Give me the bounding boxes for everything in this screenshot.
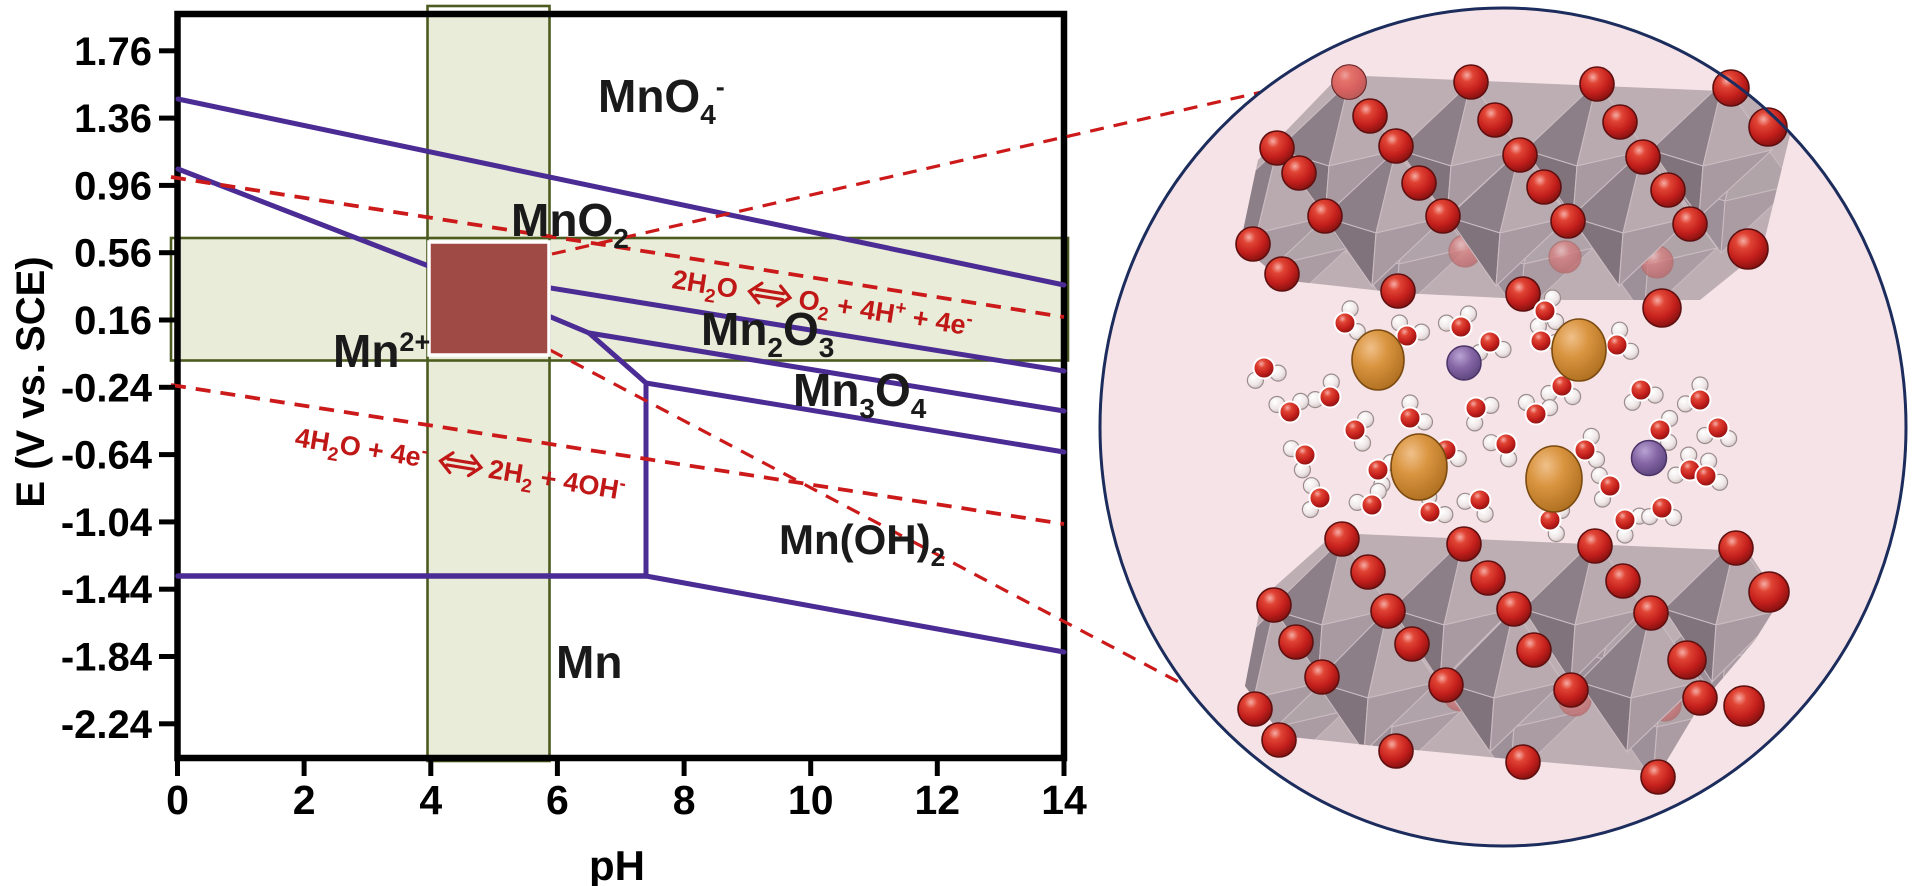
svg-text:Mn(OH)2​: Mn(OH)2​ — [779, 516, 945, 572]
svg-text:-1.04: -1.04 — [61, 501, 153, 545]
svg-text:0.56: 0.56 — [74, 232, 152, 276]
svg-text:14: 14 — [1041, 777, 1087, 823]
svg-text:pH: pH — [589, 842, 645, 886]
svg-text:2H2​O: 2H2​O — [669, 264, 740, 311]
svg-text:0.96: 0.96 — [74, 164, 152, 208]
svg-text:MnO2​: MnO2​ — [511, 194, 629, 254]
svg-text:0: 0 — [166, 777, 189, 823]
svg-text:Mn2+​: Mn2+​ — [333, 325, 430, 377]
svg-text:MnO4​-​: MnO4​-​ — [598, 70, 725, 130]
svg-text:-0.24: -0.24 — [61, 366, 153, 410]
svg-text:10: 10 — [788, 777, 834, 823]
svg-text:1.76: 1.76 — [74, 30, 152, 74]
svg-text:Mn: Mn — [556, 636, 622, 688]
svg-text:Mn3​O4​: Mn3​O4​ — [793, 364, 927, 424]
svg-text:E (V vs. SCE): E (V vs. SCE) — [9, 256, 53, 507]
svg-text:2: 2 — [293, 777, 316, 823]
svg-text:12: 12 — [914, 777, 960, 823]
svg-text:1.36: 1.36 — [74, 97, 152, 141]
svg-text:-1.44: -1.44 — [61, 568, 153, 612]
svg-text:0.16: 0.16 — [74, 299, 152, 343]
svg-text:2H2​ + 4OH-​: 2H2​ + 4OH-​ — [485, 452, 627, 513]
svg-text:-2.24: -2.24 — [61, 703, 153, 747]
svg-text:Mn2​O3​: Mn2​O3​ — [701, 303, 834, 363]
svg-text:6: 6 — [546, 777, 569, 823]
svg-text:-1.84: -1.84 — [61, 636, 153, 680]
svg-text:-0.64: -0.64 — [61, 434, 153, 478]
svg-text:4: 4 — [419, 777, 442, 823]
svg-text:8: 8 — [673, 777, 696, 823]
